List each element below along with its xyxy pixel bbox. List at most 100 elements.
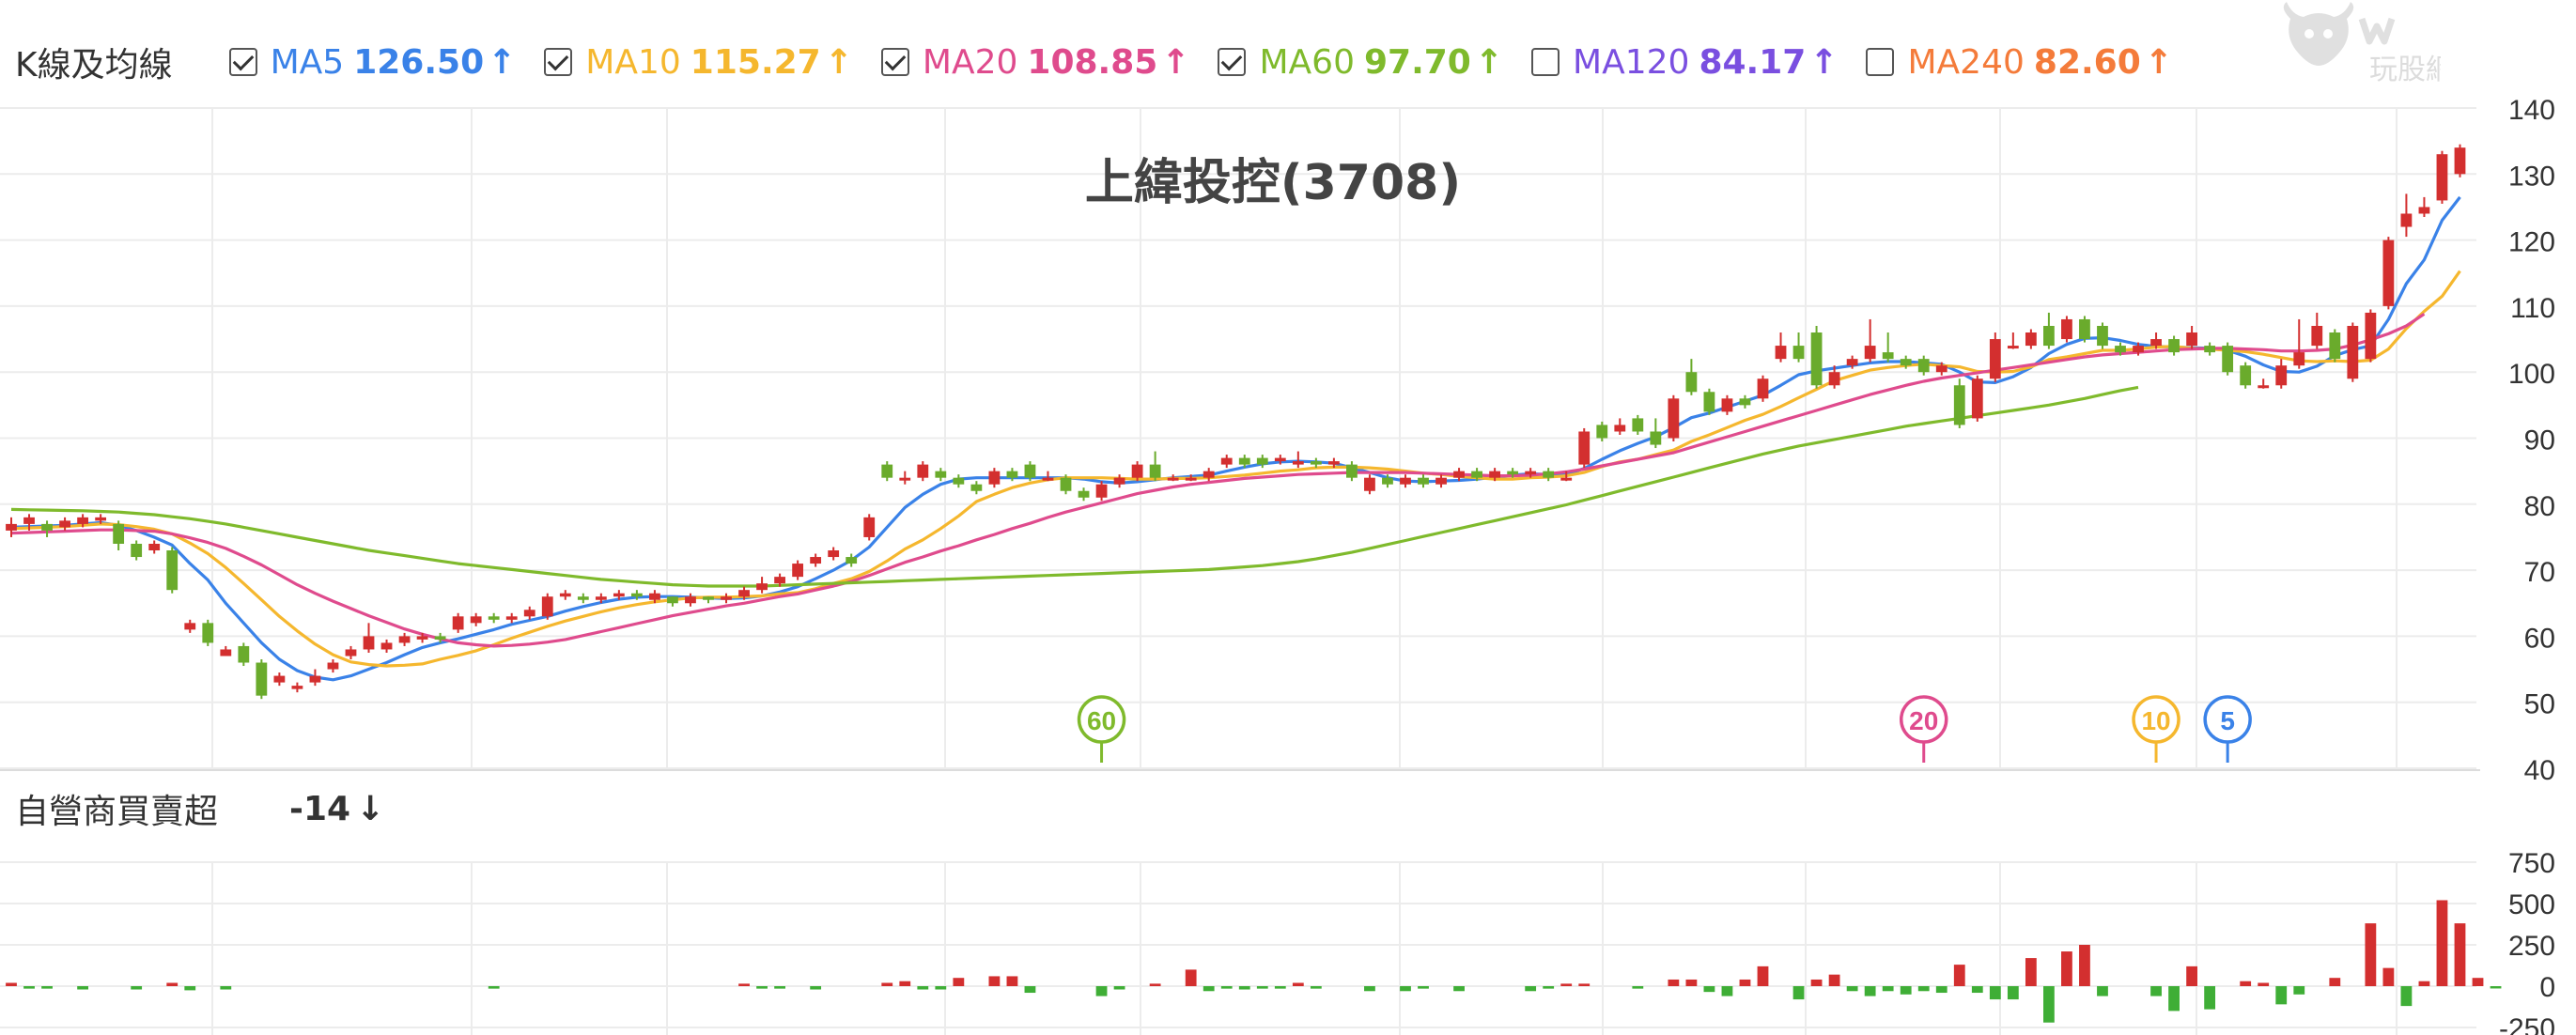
candle-body bbox=[2400, 213, 2413, 227]
ma-line-ma20 bbox=[10, 312, 2426, 648]
candle-body bbox=[2382, 239, 2395, 306]
dealer-bar bbox=[1024, 986, 1036, 994]
dealer-bar bbox=[2275, 986, 2288, 1005]
candle-body bbox=[77, 517, 88, 524]
y-tick-label: 90 bbox=[2524, 425, 2555, 456]
candle-body bbox=[2186, 332, 2198, 347]
candle-body bbox=[2347, 325, 2359, 379]
ma-line-ma60 bbox=[10, 385, 2139, 588]
candle-body bbox=[1525, 471, 1537, 475]
ma20-checkbox[interactable] bbox=[880, 48, 909, 76]
candle-body bbox=[1382, 477, 1393, 485]
candle-body bbox=[470, 616, 482, 624]
dealer-legend-title: 自營商買賣超 bbox=[15, 793, 219, 831]
candle-body bbox=[380, 642, 393, 650]
candle-body bbox=[1274, 457, 1286, 462]
candle-body bbox=[1900, 359, 1912, 366]
ma5-name: MA5 bbox=[270, 42, 345, 82]
dealer-bar bbox=[166, 982, 178, 986]
dealer-bar bbox=[1203, 986, 1215, 992]
dealer-bar bbox=[881, 982, 893, 986]
ma240-checkbox[interactable] bbox=[1866, 48, 1895, 76]
candle-body bbox=[2115, 346, 2126, 353]
dealer-bar bbox=[1792, 986, 1805, 1000]
legend-item-ma240[interactable]: MA240 82.60 ↑ bbox=[1866, 42, 2173, 82]
candle-body bbox=[291, 686, 303, 689]
dealer-bar bbox=[1560, 983, 1573, 986]
candle-body bbox=[1560, 477, 1573, 481]
sub-y-tick-label: -250 bbox=[2499, 1013, 2555, 1035]
dealer-bar bbox=[1632, 986, 1644, 989]
dealer-bar bbox=[738, 983, 750, 986]
y-tick-label: 130 bbox=[2508, 161, 2555, 192]
candle-body bbox=[1346, 464, 1358, 478]
candle-body bbox=[1578, 431, 1591, 465]
candle-body bbox=[756, 583, 768, 591]
legend-item-ma60[interactable]: MA60 97.70 ↑ bbox=[1218, 43, 1503, 82]
candle-body bbox=[1203, 471, 1215, 478]
legend-item-ma10[interactable]: MA10 115.27 ↑ bbox=[544, 43, 853, 82]
logo-text: 玩股網 bbox=[2369, 54, 2441, 86]
legend-item-ma120[interactable]: MA120 84.17 ↑ bbox=[1531, 43, 1838, 82]
dealer-bar bbox=[1543, 986, 1555, 989]
candle-body bbox=[220, 649, 232, 657]
candle-body bbox=[184, 623, 196, 630]
ma10-value: 115.27 bbox=[690, 42, 821, 82]
candle-body bbox=[488, 616, 500, 620]
ma5-checkbox[interactable] bbox=[228, 48, 257, 76]
y-tick-label: 140 bbox=[2508, 95, 2555, 126]
dealer-bar bbox=[1703, 986, 1715, 993]
ma20-name: MA20 bbox=[922, 42, 1018, 82]
ma240-up-arrow-icon: ↑ bbox=[2144, 42, 2173, 82]
ma-marker-20: 20 bbox=[1899, 695, 1948, 763]
ma120-name: MA120 bbox=[1573, 42, 1690, 82]
candle-body bbox=[559, 593, 571, 597]
candle-body bbox=[970, 484, 983, 491]
y-tick-label: 120 bbox=[2508, 227, 2555, 258]
candle-body bbox=[703, 596, 714, 600]
candle-body bbox=[1042, 477, 1054, 481]
dealer-bar bbox=[2168, 986, 2180, 1012]
dealer-bar bbox=[1935, 986, 1948, 994]
candle-body bbox=[41, 523, 53, 531]
candle-body bbox=[2079, 318, 2090, 340]
candle-body bbox=[721, 596, 732, 600]
candle-body bbox=[846, 557, 858, 564]
candle-body bbox=[2168, 339, 2180, 353]
dealer-bar bbox=[1238, 986, 1250, 990]
dealer-bar bbox=[2382, 967, 2395, 986]
legend-item-ma20[interactable]: MA20 108.85 ↑ bbox=[880, 42, 1189, 82]
candle-body bbox=[2365, 312, 2377, 360]
candle-body bbox=[2007, 346, 2019, 349]
candle-body bbox=[113, 523, 125, 544]
legend-item-ma5[interactable]: MA5 126.50 ↑ bbox=[228, 42, 516, 82]
dealer-bar bbox=[77, 986, 88, 990]
dealer-bar bbox=[2436, 900, 2448, 986]
dealer-bar bbox=[1292, 982, 1304, 986]
candle-body bbox=[863, 517, 876, 537]
ma-marker-circle bbox=[1899, 695, 1948, 744]
candle-body bbox=[1471, 471, 1482, 478]
dealer-bar bbox=[1310, 986, 1322, 989]
candle-body bbox=[953, 477, 965, 485]
candle-body bbox=[1721, 398, 1733, 412]
dealer-bar bbox=[2061, 951, 2072, 986]
ma60-checkbox[interactable] bbox=[1218, 48, 1247, 76]
y-tick-label: 60 bbox=[2524, 623, 2555, 654]
candle-body bbox=[2329, 332, 2341, 360]
dealer-bar bbox=[917, 986, 929, 990]
ma-marker-label: 60 bbox=[1087, 706, 1116, 735]
candle-body bbox=[1095, 484, 1108, 498]
ma120-value: 84.17 bbox=[1699, 42, 1807, 82]
dealer-bar bbox=[1953, 965, 1965, 986]
candle-body bbox=[1256, 457, 1268, 465]
dealer-bar bbox=[774, 986, 785, 989]
dealer-bar bbox=[953, 978, 965, 986]
ma10-checkbox[interactable] bbox=[544, 48, 573, 76]
dealer-bar bbox=[1525, 986, 1537, 992]
dealer-bar bbox=[1917, 986, 1930, 992]
dealer-bar bbox=[2400, 986, 2413, 1007]
ma-legend: K線及均線 MA5 126.50 ↑ MA10 115.27 ↑ MA20 10… bbox=[0, 36, 2201, 88]
ma120-checkbox[interactable] bbox=[1531, 48, 1560, 76]
